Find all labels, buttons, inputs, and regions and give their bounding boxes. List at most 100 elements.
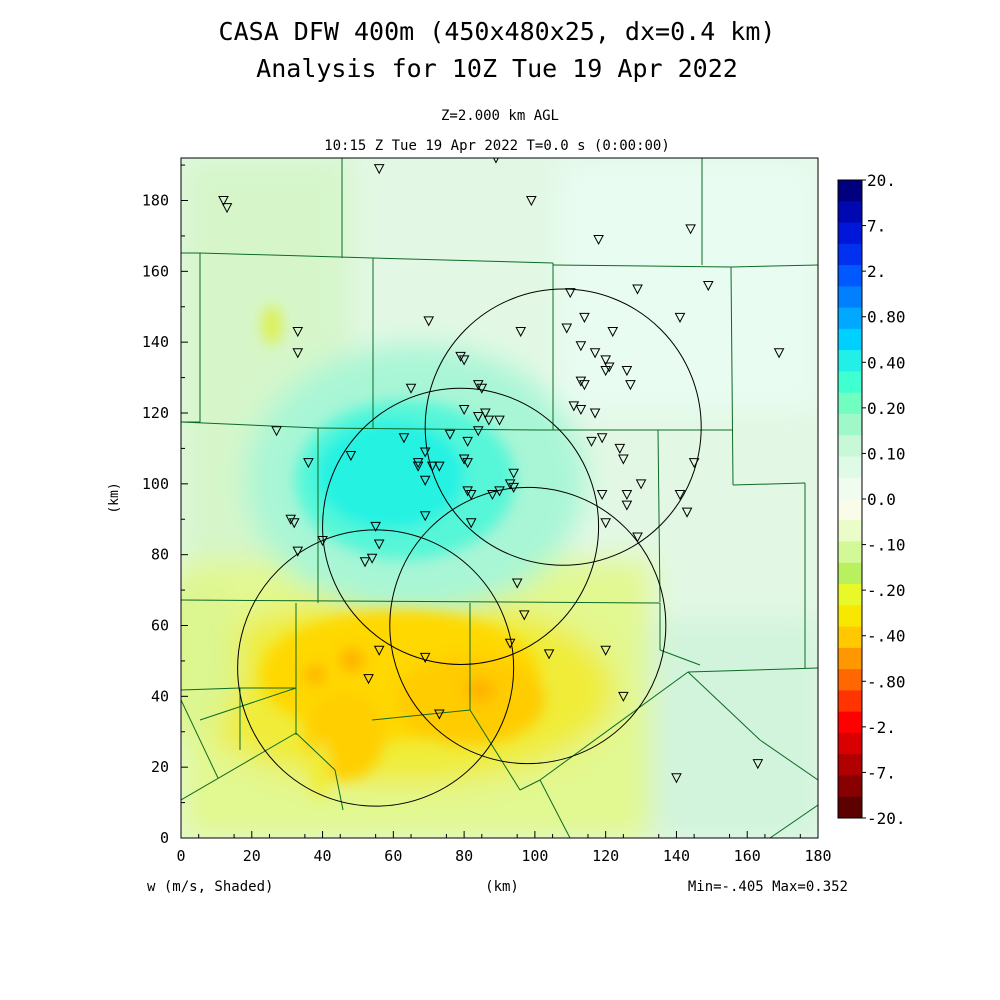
y-tick-label: 180: [142, 192, 169, 210]
station-marker: [218, 196, 229, 207]
station-marker: [600, 518, 611, 529]
x-tick-label: 0: [176, 847, 185, 865]
x-tick-label: 120: [592, 847, 619, 865]
station-marker: [494, 486, 505, 497]
station-marker: [589, 408, 601, 419]
minmax-label: Min=-.405 Max=0.352: [688, 879, 848, 895]
radar-range-ring-1: [424, 288, 702, 566]
station-marker: [752, 759, 764, 770]
y-tick-label: 100: [142, 475, 169, 493]
station-marker: [423, 316, 435, 327]
colorbar: 20. 7. 2. 0.80 0.40 0.20 0.10 0.0 -.10 -.20 -.40 -.…: [837, 171, 906, 828]
station-marker: [370, 521, 381, 532]
time-label: 10:15 Z Tue 19 Apr 2022 T=0.0 s (0:00:00…: [324, 138, 670, 154]
station-marker: [607, 327, 619, 338]
station-marker: [618, 454, 629, 465]
station-marker: [487, 489, 498, 501]
colorbar-swatch: [838, 562, 862, 585]
colorbar-swatch: [838, 435, 862, 457]
station-marker: [575, 376, 587, 387]
colorbar-label: -.80: [867, 672, 906, 691]
colorbar-label: -7.: [867, 763, 896, 782]
station-marker: [635, 479, 647, 490]
colorbar-swatch: [838, 477, 862, 500]
station-marker: [458, 404, 470, 416]
colorbar-swatch: [838, 669, 862, 691]
station-marker: [671, 773, 682, 784]
station-marker: [465, 489, 477, 501]
station-marker: [518, 610, 530, 621]
y-tick-label: 20: [151, 758, 169, 776]
colorbar-swatch: [838, 796, 862, 819]
station-marker: [508, 468, 519, 479]
station-marker: [494, 415, 505, 426]
y-tick-label: 120: [142, 404, 169, 422]
colorbar-label: 7.: [867, 217, 886, 236]
station-marker: [412, 461, 424, 472]
station-marker: [345, 451, 357, 462]
station-marker: [412, 458, 424, 469]
level-label: Z=2.000 km AGL: [441, 108, 559, 124]
station-marker: [458, 355, 470, 366]
colorbar-swatch: [838, 541, 862, 564]
station-marker: [543, 649, 555, 660]
colorbar-swatch: [838, 647, 862, 670]
colorbar-swatch: [838, 499, 862, 521]
station-marker: [303, 458, 314, 469]
station-marker: [292, 327, 304, 338]
colorbar-label: -2.: [867, 718, 896, 737]
colorbar-swatch: [838, 775, 862, 798]
radar-range-ring-2: [322, 387, 600, 665]
station-marker: [504, 638, 516, 649]
colorbar-swatch: [838, 201, 862, 224]
station-marker: [515, 327, 527, 338]
colorbar-label: 2.: [867, 262, 886, 281]
station-marker: [561, 323, 573, 334]
station-marker: [568, 401, 580, 412]
station-marker: [603, 362, 615, 373]
colorbar-swatch: [838, 732, 862, 755]
x-axis: 0 20 40 60 80 100 120 140 160 180: [176, 831, 832, 865]
x-tick-label: 20: [243, 847, 261, 865]
station-marker: [271, 426, 282, 437]
station-marker: [526, 196, 537, 207]
station-marker: [508, 482, 519, 493]
y-tick-label: 0: [160, 829, 169, 847]
station-marker: [363, 674, 374, 685]
station-marker: [621, 366, 633, 377]
colorbar-swatch: [838, 222, 862, 245]
station-marker: [593, 234, 604, 246]
station-marker: [462, 458, 473, 469]
station-marker: [575, 404, 587, 416]
station-marker: [681, 507, 693, 518]
station-marker: [579, 380, 590, 391]
plot-frame: [180, 157, 819, 839]
station-marker: [600, 355, 611, 366]
field-label: w (m/s, Shaded): [147, 879, 273, 895]
y-axis-label: (km): [107, 482, 122, 513]
station-marker: [472, 412, 484, 423]
station-marker: [579, 312, 590, 323]
station-marker: [465, 518, 477, 529]
station-marker: [600, 366, 611, 377]
colorbar-swatch: [838, 754, 862, 776]
station-marker: [366, 553, 378, 564]
station-marker: [434, 709, 445, 720]
station-marker: [483, 415, 495, 426]
colorbar-label: 0.20: [867, 399, 906, 418]
colorbar-label: -.20: [867, 581, 906, 600]
station-marker: [618, 691, 629, 702]
station-marker: [504, 479, 516, 490]
colorbar-label: -20.: [867, 809, 906, 828]
figure-title-line2: Analysis for 10Z Tue 19 Apr 2022: [256, 54, 738, 83]
station-marker: [398, 433, 410, 444]
colorbar-swatch: [838, 286, 862, 309]
y-tick-label: 140: [142, 333, 169, 351]
station-marker: [419, 447, 431, 458]
colorbar-swatch: [838, 392, 862, 415]
station-marker: [472, 380, 484, 391]
colorbar-swatch: [838, 350, 862, 372]
station-marker: [586, 436, 597, 447]
colorbar-label: 20.: [867, 171, 896, 190]
station-marker: [434, 461, 445, 472]
